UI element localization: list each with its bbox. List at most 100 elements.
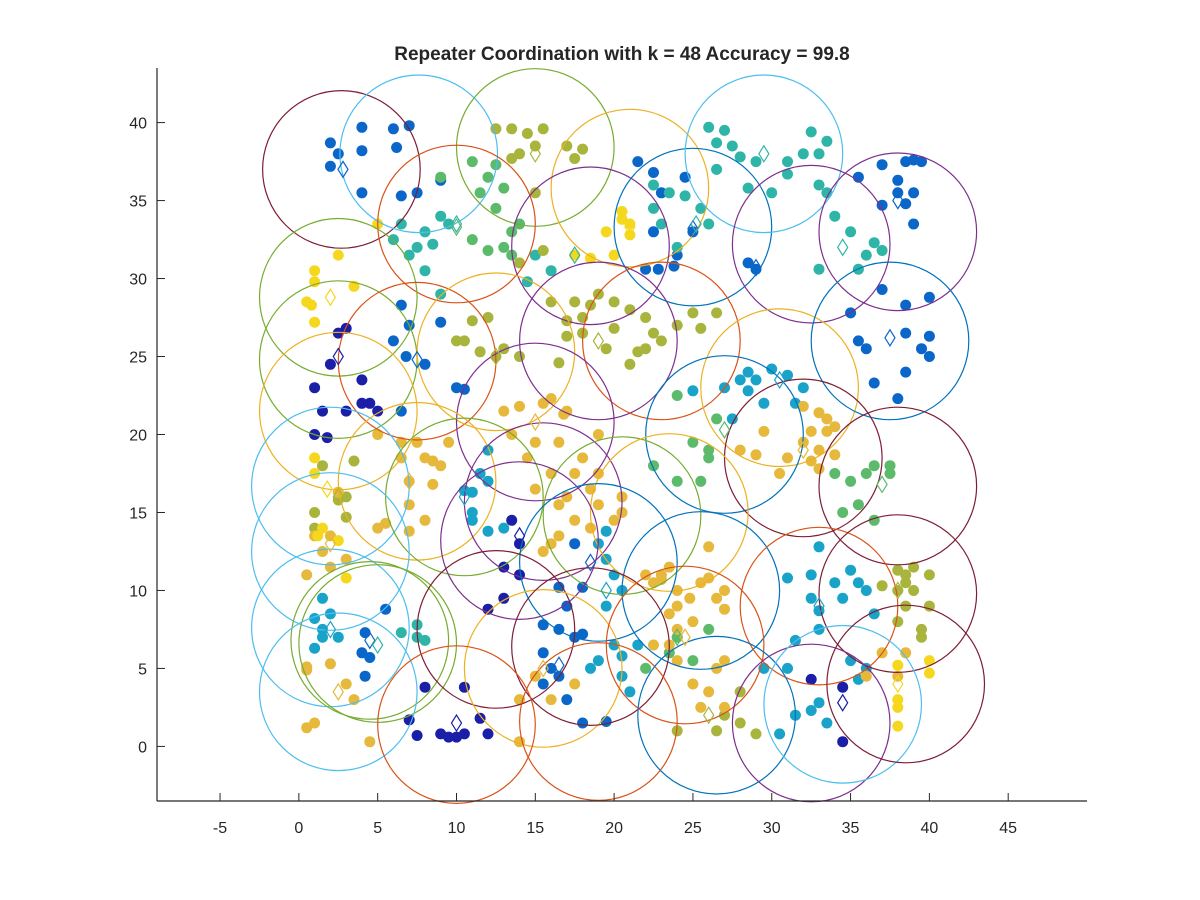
y-ticks: 0 5 10 15 20 25 30 35 40 (129, 116, 165, 756)
data-point (312, 530, 324, 542)
repeater-marker (364, 631, 376, 650)
repeater-marker (332, 487, 344, 507)
data-point (340, 511, 352, 523)
data-point (797, 148, 809, 160)
data-point (608, 249, 620, 261)
data-point (482, 245, 494, 256)
data-point (845, 655, 857, 667)
coverage-circle (519, 483, 678, 642)
data-point (655, 569, 667, 581)
data-point (435, 460, 447, 472)
data-point (608, 639, 620, 651)
data-point (506, 226, 518, 238)
repeater-marker (687, 219, 699, 238)
data-point (435, 171, 447, 183)
coverage-circle (519, 642, 678, 801)
y-tick-label: 25 (129, 350, 147, 367)
data-point (482, 312, 494, 323)
data-point (466, 156, 478, 168)
repeater-marker (458, 487, 471, 507)
data-point (923, 291, 935, 303)
repeater-marker (750, 258, 762, 277)
data-point (435, 288, 447, 300)
data-point (309, 276, 321, 288)
data-point (766, 187, 778, 199)
data-point (671, 319, 683, 331)
data-point (592, 499, 604, 511)
data-point (797, 382, 809, 394)
data-point (923, 600, 935, 612)
data-point (332, 249, 344, 261)
data-point (490, 202, 502, 214)
data-point (719, 585, 730, 596)
repeater-marker (690, 214, 702, 234)
coverage-circle (290, 561, 450, 720)
repeater-markers (321, 144, 904, 733)
data-point (419, 681, 431, 693)
data-point (671, 249, 683, 261)
data-point (703, 452, 715, 464)
data-point (711, 662, 723, 674)
data-point (561, 600, 573, 612)
data-point (514, 351, 525, 362)
repeater-marker (758, 144, 770, 163)
data-point (821, 425, 833, 437)
data-point (648, 202, 659, 214)
data-point (387, 335, 399, 347)
data-point (695, 322, 707, 334)
data-point (782, 452, 793, 464)
data-point (711, 725, 723, 737)
data-point (916, 343, 927, 355)
coverage-circle (613, 147, 773, 307)
data-point (458, 335, 470, 347)
repeater-marker (324, 620, 337, 639)
data-point (411, 436, 423, 448)
coverage-circles (250, 68, 986, 804)
data-point (306, 299, 317, 311)
data-point (750, 728, 762, 740)
data-point (537, 245, 549, 256)
repeater-marker (537, 659, 549, 678)
data-point (411, 241, 423, 253)
data-point (577, 143, 589, 155)
data-point (711, 137, 723, 149)
data-point (324, 561, 336, 573)
data-point (348, 455, 360, 467)
coverage-circle (582, 261, 741, 421)
data-point (395, 190, 407, 202)
data-point (805, 569, 817, 581)
data-point (395, 299, 407, 311)
data-point (821, 187, 833, 199)
repeater-marker (490, 347, 502, 366)
repeater-marker (569, 246, 581, 265)
coverage-circle (700, 308, 859, 468)
data-point (734, 717, 746, 729)
data-point (916, 631, 927, 643)
data-point (364, 736, 376, 748)
data-point (734, 151, 746, 163)
data-point (443, 436, 455, 448)
data-point (687, 226, 699, 238)
coverage-circle (763, 624, 923, 784)
data-point (616, 650, 628, 662)
coverage-circle (258, 217, 418, 377)
coverage-circle (637, 635, 796, 795)
repeater-marker (876, 475, 888, 494)
coverage-circle (810, 261, 970, 421)
y-tick-label: 5 (138, 661, 147, 678)
data-point (332, 148, 344, 160)
data-point (892, 393, 904, 405)
data-point (529, 436, 541, 448)
repeater-marker (513, 526, 526, 546)
coverage-circle (511, 166, 670, 326)
data-point (545, 538, 557, 550)
repeater-marker (529, 412, 542, 432)
data-point (695, 475, 707, 487)
data-point (695, 701, 707, 713)
data-point (805, 425, 817, 437)
data-point (813, 444, 825, 456)
data-point (852, 577, 864, 589)
data-point (852, 499, 864, 511)
data-point (340, 491, 352, 503)
repeater-marker (836, 693, 849, 712)
